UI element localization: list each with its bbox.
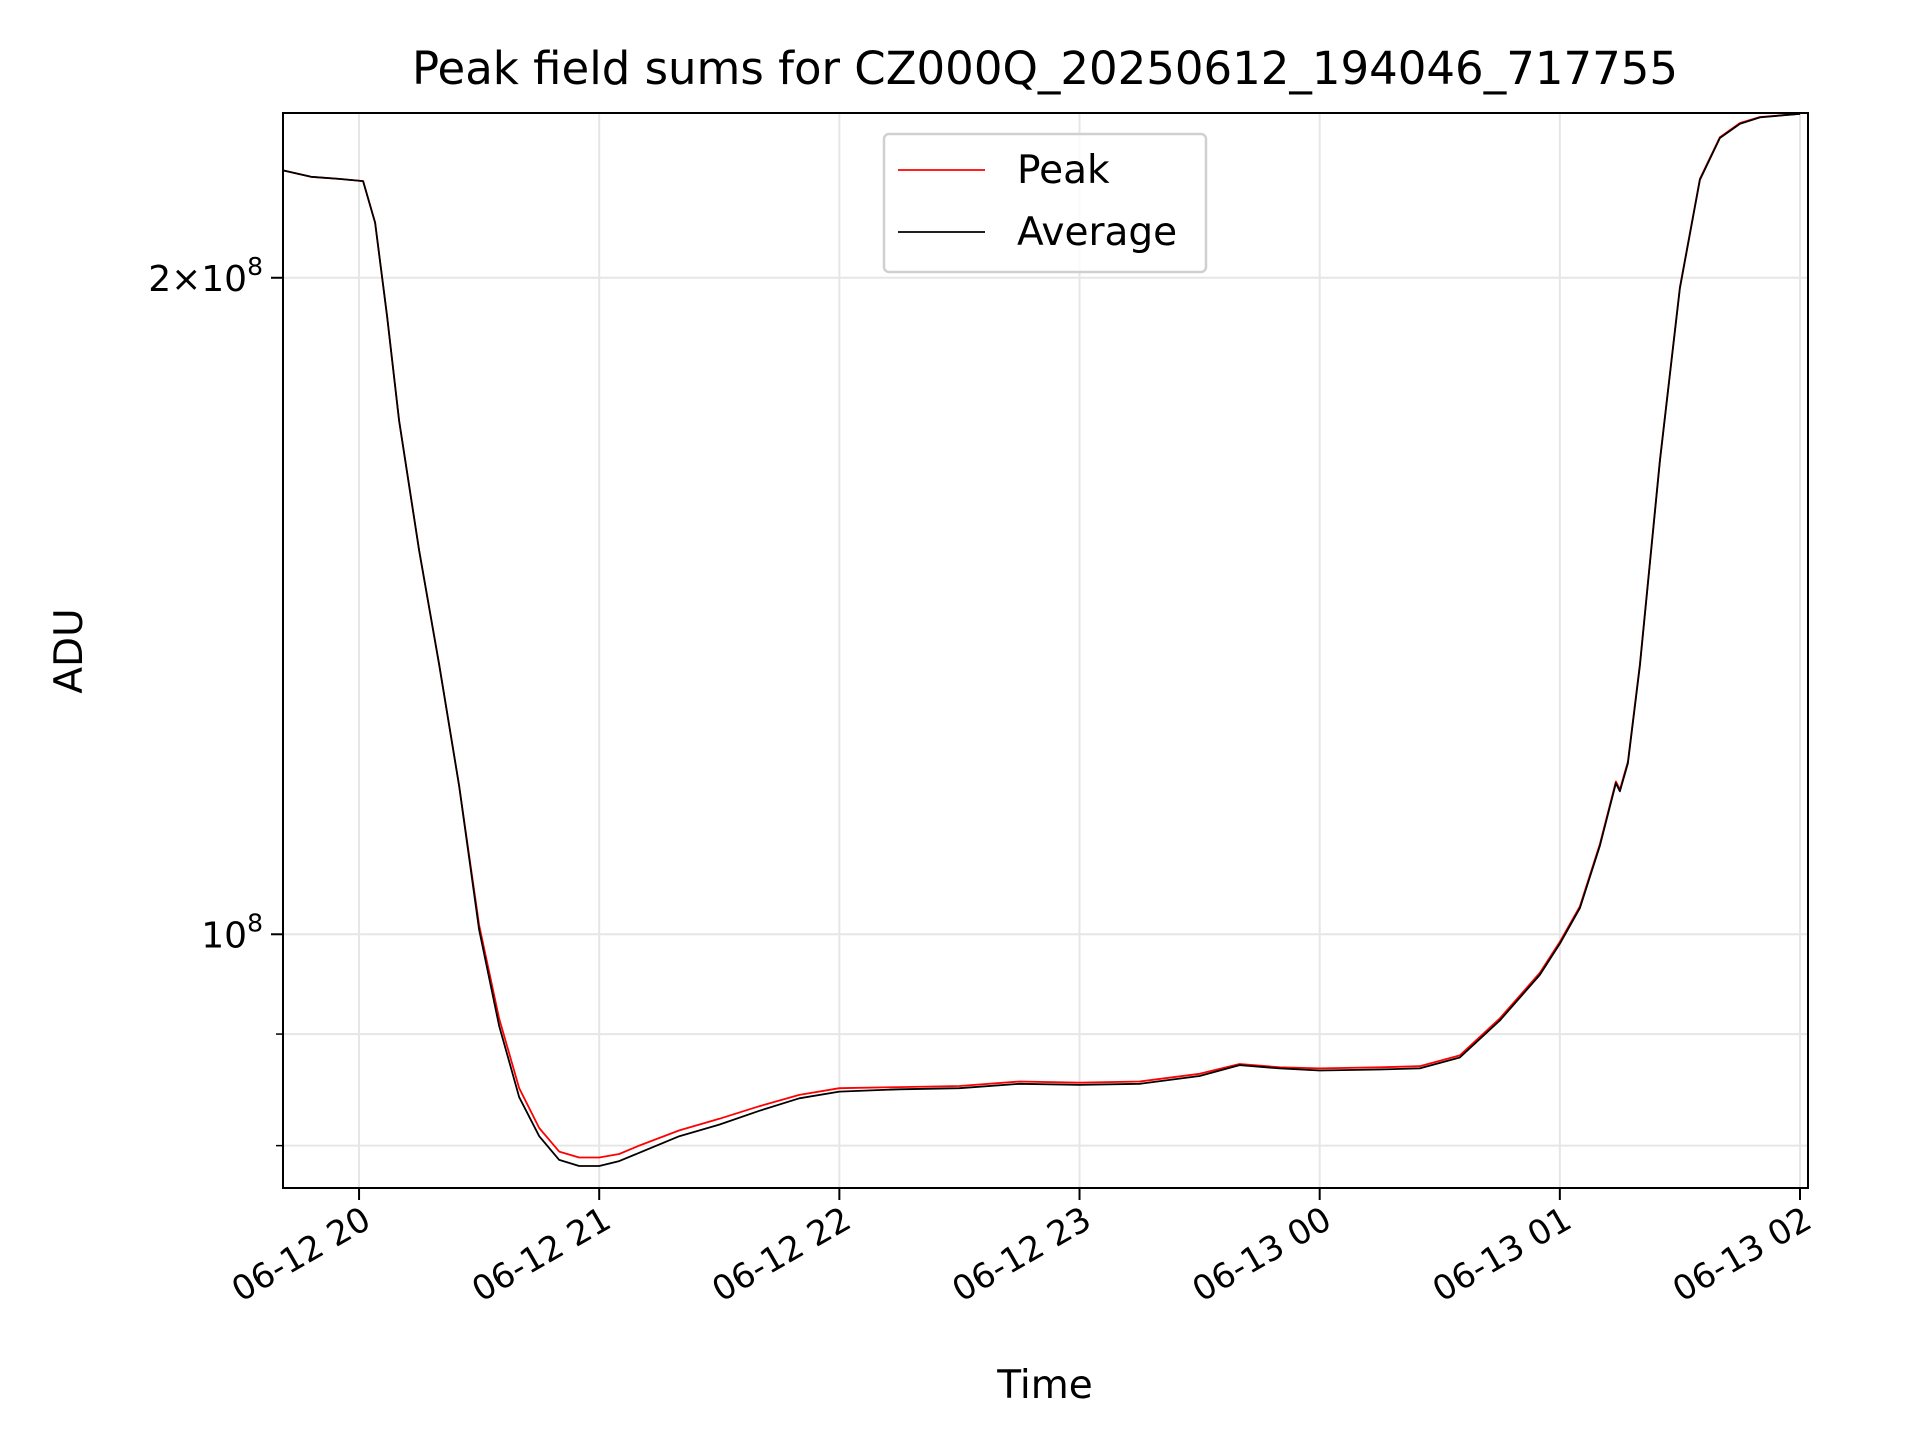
series-line-average xyxy=(282,112,1801,1167)
grid xyxy=(283,113,1808,1188)
y-axis-label: ADU xyxy=(47,608,92,693)
legend: Peak Average xyxy=(882,132,1208,274)
y-tick-label: 2×108 xyxy=(148,252,263,300)
legend-label-average: Average xyxy=(1017,210,1177,255)
x-axis-label: Time xyxy=(996,1363,1092,1408)
plot-frame xyxy=(282,112,1809,1189)
plot-series xyxy=(282,112,1801,1167)
legend-label-peak: Peak xyxy=(1017,148,1110,193)
chart-title: Peak field sums for CZ000Q_20250612_1940… xyxy=(412,42,1678,95)
legend-box xyxy=(882,132,1208,274)
y-tick-label: 108 xyxy=(201,908,263,956)
y-axis: 108 2×108 xyxy=(148,252,283,1147)
